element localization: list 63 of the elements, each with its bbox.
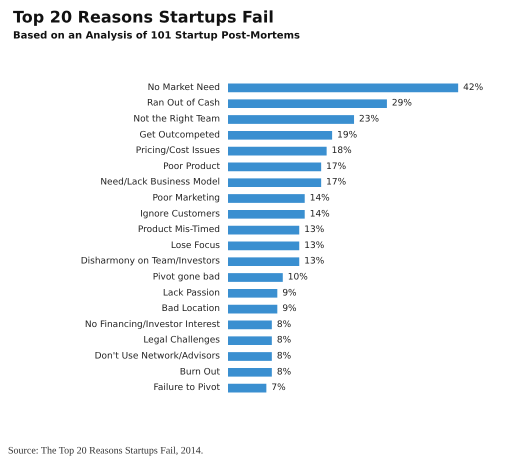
bar — [228, 115, 354, 124]
bar — [228, 162, 322, 172]
y-tick-label: Get Outcompeted — [140, 130, 220, 140]
y-tick-label: Poor Product — [163, 162, 220, 172]
data-label: 9% — [282, 288, 298, 298]
data-label: 13% — [304, 256, 325, 267]
data-label: 8% — [276, 352, 292, 362]
bar — [228, 352, 272, 361]
data-label: 14% — [310, 209, 330, 220]
bar — [228, 242, 300, 250]
bar — [228, 304, 278, 314]
y-tick-label: Disharmony on Team/Investors — [80, 256, 220, 267]
bar — [228, 288, 278, 298]
chart-subtitle: Based on an Analysis of 101 Startup Post-Mortems — [13, 30, 300, 42]
data-label: 7% — [271, 383, 286, 394]
data-label: 13% — [304, 225, 325, 236]
y-tick-label: Product Mis-Timed — [138, 225, 220, 236]
y-tick-label: No Financing/Investor Interest — [84, 320, 220, 330]
y-tick-label: Lose Focus — [170, 240, 220, 251]
data-label: 17% — [326, 178, 347, 188]
chart-title: Top 20 Reasons Startups Fail — [13, 8, 274, 26]
data-label: 8% — [276, 367, 292, 378]
y-tick-label: Ran Out of Cash — [146, 98, 220, 109]
y-tick-label: Pricing/Cost Issues — [136, 146, 220, 156]
bar — [228, 257, 300, 266]
data-label: 8% — [276, 336, 292, 346]
y-tick-label: Legal Challenges — [143, 336, 220, 346]
y-tick-label: No Market Need — [148, 82, 220, 93]
data-label: 17% — [326, 162, 347, 172]
source-note: Source: The Top 20 Reasons Startups Fail, 2014. — [8, 446, 204, 456]
bar — [228, 146, 327, 156]
data-label: 18% — [332, 146, 352, 156]
bar — [228, 368, 272, 377]
bar — [228, 178, 322, 188]
data-label: 29% — [392, 98, 412, 109]
y-tick-label: Pivot gone bad — [152, 272, 220, 282]
y-tick-label: Lack Passion — [162, 288, 220, 298]
y-tick-label: Not the Right Team — [133, 114, 220, 124]
bar — [228, 210, 305, 219]
bar — [228, 226, 300, 234]
data-label: 42% — [463, 82, 484, 93]
data-label: 19% — [337, 130, 358, 140]
bar — [228, 320, 272, 330]
data-label: 23% — [359, 114, 380, 124]
y-tick-label: Don't Use Network/Advisors — [94, 352, 220, 362]
bar — [228, 99, 387, 108]
y-tick-label: Ignore Customers — [140, 209, 220, 220]
data-label: 9% — [282, 304, 298, 314]
bar — [228, 273, 283, 282]
y-tick-label: Bad Location — [162, 304, 220, 314]
y-tick-label: Burn Out — [180, 367, 220, 378]
y-tick-label: Failure to Pivot — [154, 383, 220, 394]
bar — [228, 336, 272, 346]
data-label: 13% — [304, 240, 325, 251]
bar — [228, 130, 332, 140]
bar — [228, 84, 458, 92]
data-label: 14% — [310, 194, 330, 204]
y-tick-label: Need/Lack Business Model — [100, 178, 220, 188]
data-label: 8% — [276, 320, 292, 330]
data-label: 10% — [288, 272, 308, 282]
bar — [228, 194, 305, 203]
y-tick-label: Poor Marketing — [152, 194, 220, 204]
bar — [228, 384, 266, 392]
